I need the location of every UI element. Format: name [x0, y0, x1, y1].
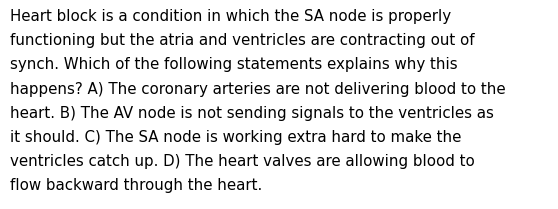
Text: synch. Which of the following statements explains why this: synch. Which of the following statements…: [10, 57, 458, 73]
Text: ventricles catch up. D) The heart valves are allowing blood to: ventricles catch up. D) The heart valves…: [10, 154, 475, 169]
Text: flow backward through the heart.: flow backward through the heart.: [10, 178, 262, 193]
Text: it should. C) The SA node is working extra hard to make the: it should. C) The SA node is working ext…: [10, 130, 461, 145]
Text: heart. B) The AV node is not sending signals to the ventricles as: heart. B) The AV node is not sending sig…: [10, 106, 494, 121]
Text: happens? A) The coronary arteries are not delivering blood to the: happens? A) The coronary arteries are no…: [10, 82, 506, 97]
Text: functioning but the atria and ventricles are contracting out of: functioning but the atria and ventricles…: [10, 33, 475, 48]
Text: Heart block is a condition in which the SA node is properly: Heart block is a condition in which the …: [10, 9, 451, 24]
